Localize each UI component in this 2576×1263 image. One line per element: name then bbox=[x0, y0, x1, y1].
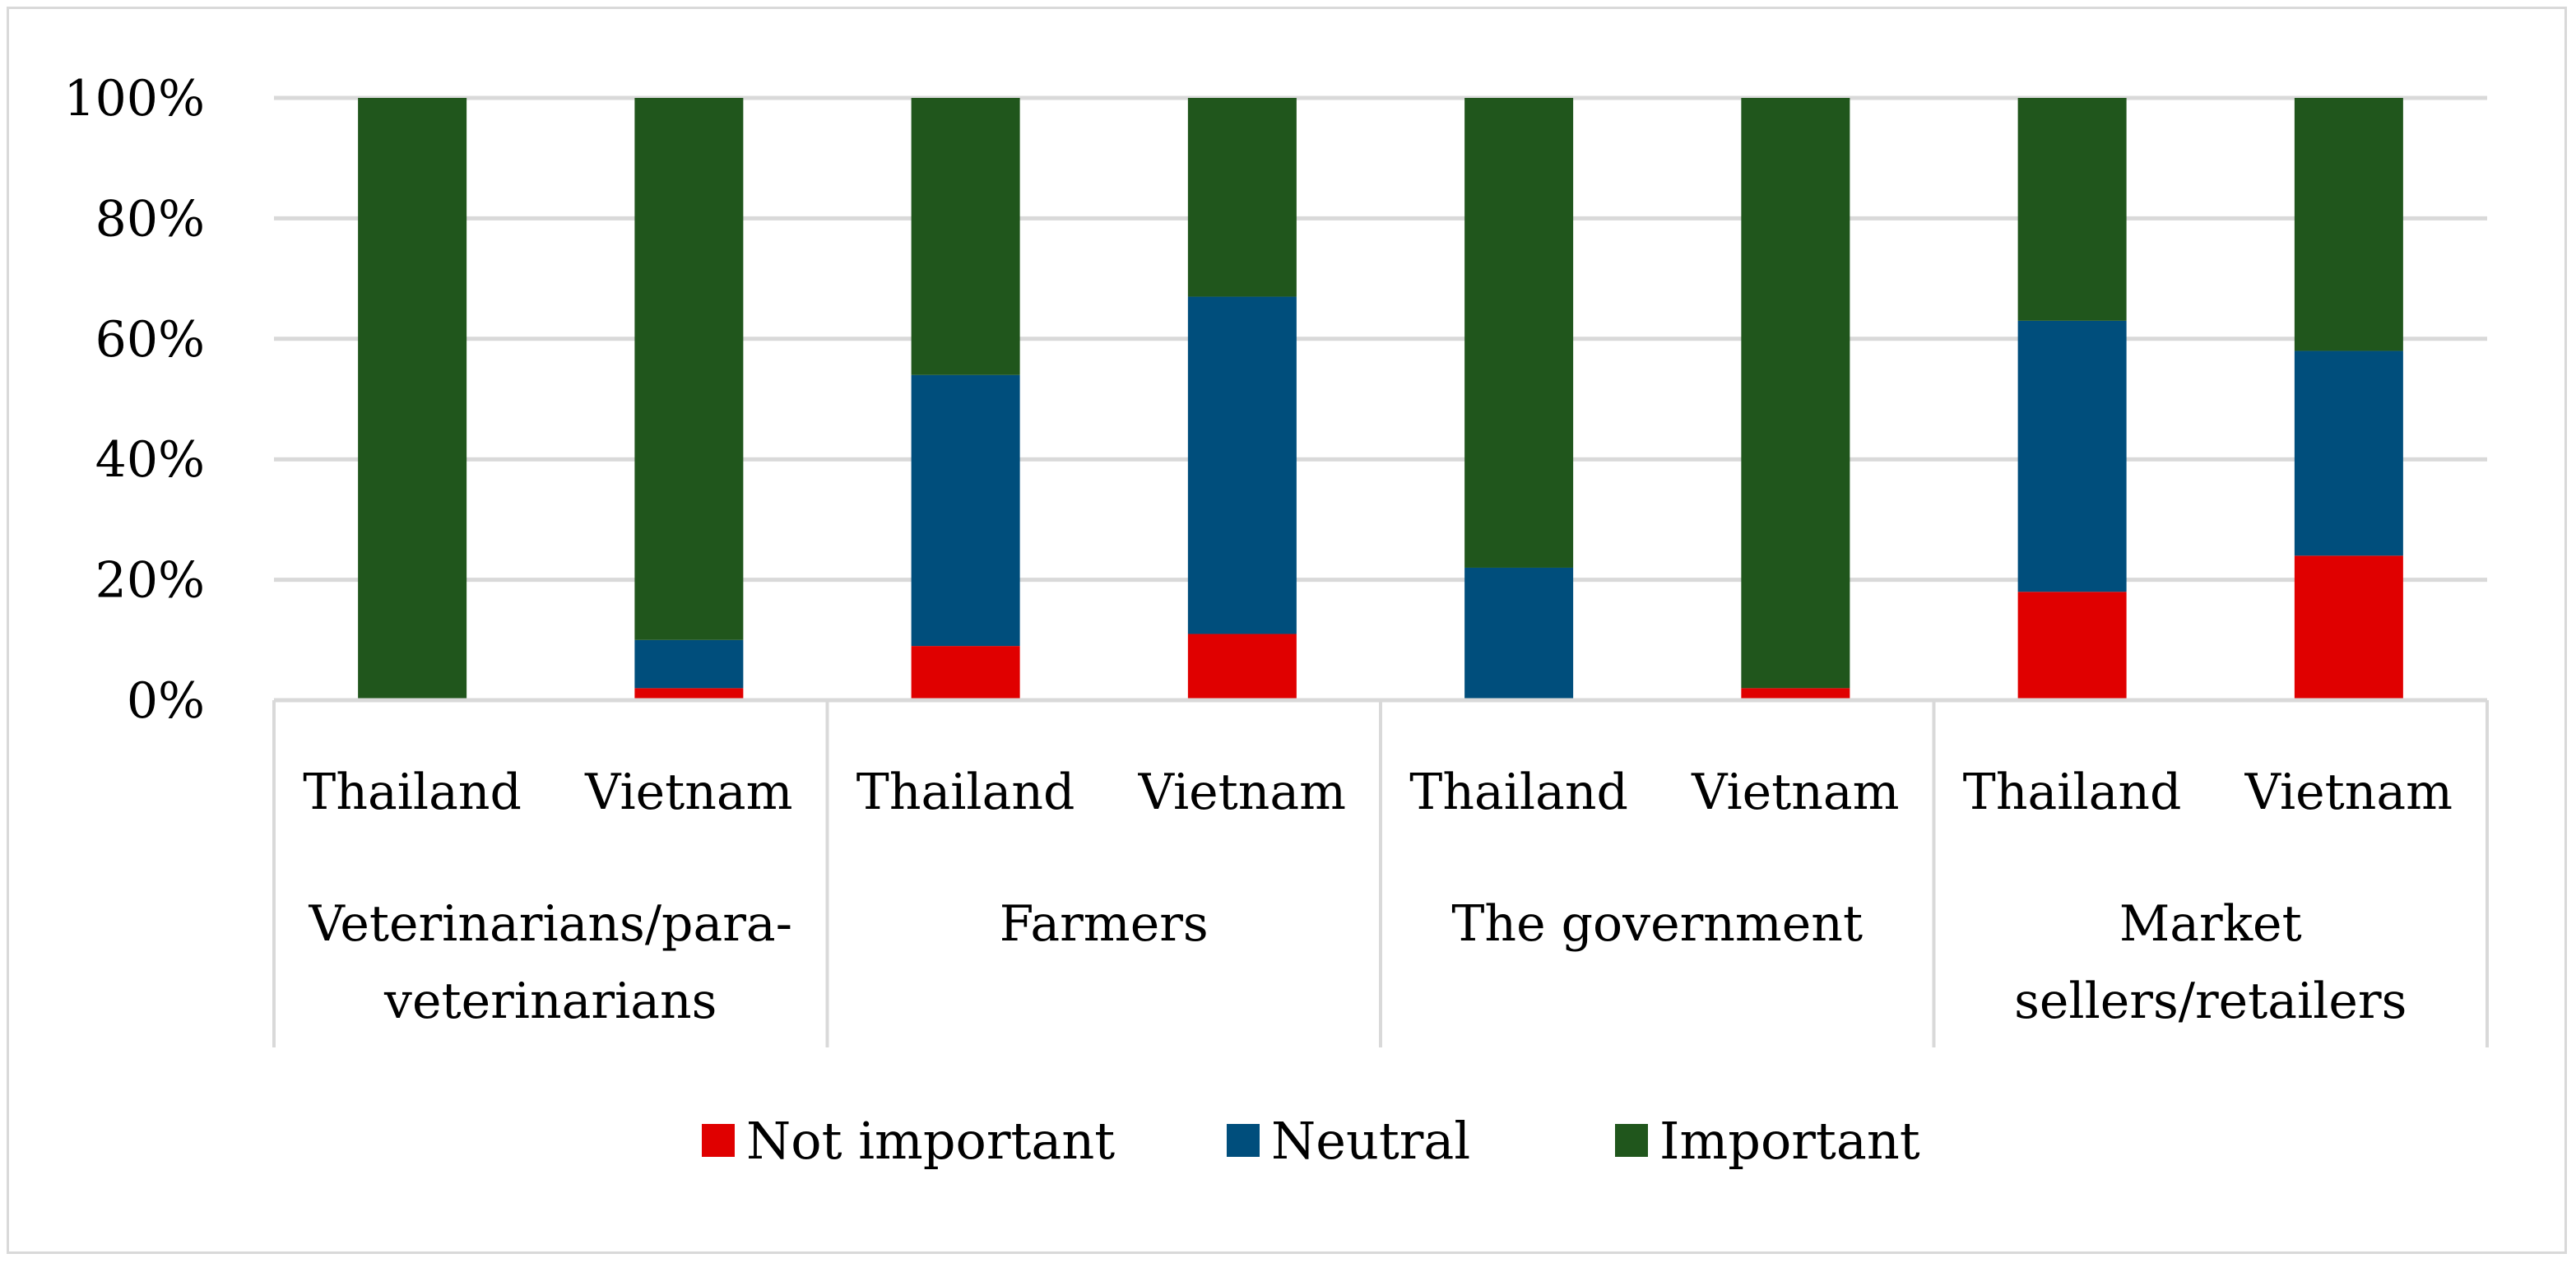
group-label: Farmers bbox=[1000, 895, 1209, 953]
bar-segment-important bbox=[2294, 98, 2403, 351]
bar-segment-neutral bbox=[634, 639, 744, 689]
category-label: Thailand bbox=[303, 764, 522, 821]
gridlines bbox=[274, 95, 2487, 583]
legend-swatch bbox=[1615, 1124, 1648, 1157]
stacked-bar-chart: 0%20%40%60%80%100% Thailand Vietnam Thaila… bbox=[63, 70, 2489, 1171]
category-label: Thailand bbox=[1963, 764, 2182, 821]
bar-segment-not-important bbox=[911, 646, 1020, 700]
category-label: Vietnam bbox=[2244, 764, 2453, 821]
bar-segment-not-important bbox=[2294, 555, 2403, 700]
y-tick-label: 0% bbox=[127, 672, 205, 730]
bar-segment-important bbox=[2017, 98, 2127, 321]
legend-label: Important bbox=[1659, 1111, 1920, 1171]
category-label: Vietnam bbox=[1691, 764, 1899, 821]
group-label: Market sellers/retailers bbox=[2014, 895, 2407, 1030]
bar-segment-neutral bbox=[1464, 567, 1574, 700]
bar-segment-not-important bbox=[1741, 688, 1850, 700]
x-axis bbox=[272, 698, 2489, 1047]
y-tick-label: 40% bbox=[95, 431, 205, 489]
legend-label: Neutral bbox=[1271, 1111, 1470, 1171]
bar-segment-not-important bbox=[634, 688, 744, 700]
category-label: Thailand bbox=[856, 764, 1075, 821]
x-axis-category-labels: Thailand Vietnam Thailand Vietnam Thailand Vi… bbox=[303, 764, 2453, 821]
bar-segment-neutral bbox=[1187, 296, 1297, 634]
bar-segment-important bbox=[1464, 98, 1574, 568]
legend-swatch bbox=[1227, 1124, 1260, 1157]
bar-segment-neutral bbox=[2294, 351, 2403, 556]
x-axis-group-labels: Veterinarians/para-veterinarians Farmers T… bbox=[309, 895, 2407, 1030]
bar-segment-important bbox=[1187, 98, 1297, 297]
legend: Not important Neutral Important bbox=[702, 1111, 1920, 1171]
bar-segment-important bbox=[911, 98, 1020, 375]
legend-swatch bbox=[702, 1124, 735, 1157]
y-tick-label: 60% bbox=[95, 311, 205, 369]
bar-segment-neutral bbox=[911, 374, 1020, 647]
y-tick-label: 100% bbox=[63, 70, 205, 128]
bar-segment-important bbox=[634, 98, 744, 640]
bars bbox=[358, 98, 2403, 700]
bar-segment-important bbox=[1741, 98, 1850, 689]
bar-segment-not-important bbox=[2017, 592, 2127, 700]
y-tick-label: 80% bbox=[95, 190, 205, 248]
bar-segment-neutral bbox=[2017, 320, 2127, 592]
group-label: The government bbox=[1451, 895, 1863, 953]
chart-frame: 0% 20% 40% 60% 80% 100% Thailand Vietnam Thaila… bbox=[7, 7, 2567, 1254]
legend-label: Not important bbox=[746, 1111, 1115, 1171]
bar-segment-not-important bbox=[1187, 634, 1297, 700]
category-label: Vietnam bbox=[1138, 764, 1346, 821]
category-label: Thailand bbox=[1409, 764, 1628, 821]
group-label: Veterinarians/para-veterinarians bbox=[309, 895, 792, 1030]
category-label: Vietnam bbox=[584, 764, 792, 821]
bar-segment-important bbox=[358, 98, 467, 700]
y-axis-tick-labels: 0% 20% 40% 60% 80% 100% bbox=[63, 70, 205, 730]
y-tick-label: 20% bbox=[95, 552, 205, 610]
